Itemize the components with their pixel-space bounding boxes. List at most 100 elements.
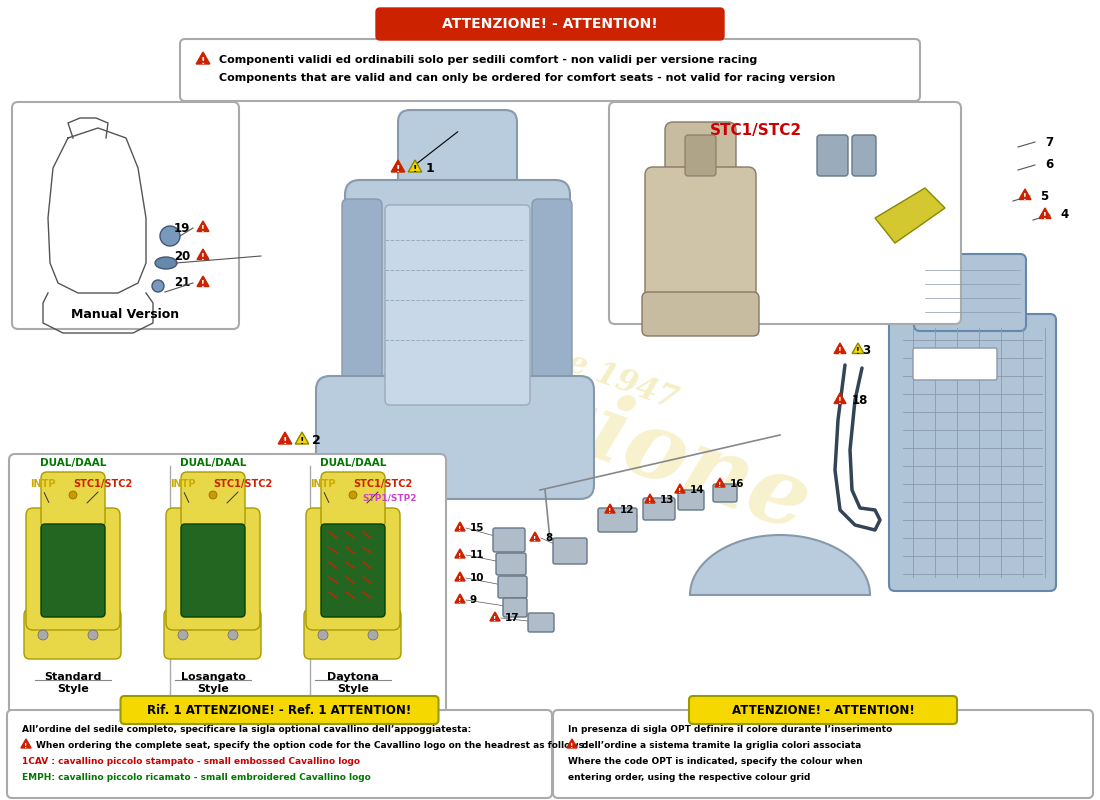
Text: STC1/STC2: STC1/STC2 [710, 122, 802, 138]
Text: When ordering the complete seat, specify the option code for the Cavallino logo : When ordering the complete seat, specify… [36, 741, 587, 750]
Polygon shape [1040, 208, 1050, 218]
FancyBboxPatch shape [642, 292, 759, 336]
Polygon shape [874, 188, 945, 243]
Text: Losangato
Style: Losangato Style [180, 672, 245, 694]
FancyBboxPatch shape [528, 613, 554, 632]
Polygon shape [715, 478, 725, 487]
FancyBboxPatch shape [12, 102, 239, 329]
Text: 21: 21 [174, 277, 190, 290]
Polygon shape [197, 276, 209, 286]
Text: !: ! [534, 536, 537, 542]
Text: 17: 17 [505, 613, 519, 623]
Text: !: ! [856, 346, 860, 355]
FancyBboxPatch shape [9, 454, 446, 714]
Circle shape [368, 630, 378, 640]
FancyBboxPatch shape [180, 39, 920, 101]
Text: !: ! [571, 743, 573, 749]
Text: 10: 10 [470, 573, 484, 583]
Polygon shape [566, 739, 578, 748]
Text: 20: 20 [174, 250, 190, 262]
FancyBboxPatch shape [24, 609, 121, 659]
Text: 1CAV : cavallino piccolo stampato - small embossed Cavallino logo: 1CAV : cavallino piccolo stampato - smal… [22, 757, 360, 766]
FancyBboxPatch shape [376, 8, 724, 40]
Text: 19: 19 [174, 222, 190, 234]
Text: Componenti validi ed ordinabili solo per sedili comfort - non validi per version: Componenti validi ed ordinabili solo per… [219, 55, 757, 65]
Text: !: ! [718, 482, 722, 488]
Text: ATTENZIONE! - ATTENTION!: ATTENZIONE! - ATTENTION! [732, 703, 914, 717]
Text: !: ! [459, 598, 462, 604]
Text: 6: 6 [1045, 158, 1054, 171]
Text: !: ! [838, 346, 842, 355]
Circle shape [160, 226, 180, 246]
Text: !: ! [300, 437, 305, 446]
Polygon shape [455, 522, 465, 531]
Circle shape [39, 630, 48, 640]
FancyBboxPatch shape [914, 254, 1026, 331]
Text: INTP: INTP [170, 479, 196, 489]
Circle shape [88, 630, 98, 640]
FancyBboxPatch shape [889, 314, 1056, 591]
Text: Where the code OPT is indicated, specify the colour when: Where the code OPT is indicated, specify… [568, 757, 862, 766]
Text: Daytona
Style: Daytona Style [327, 672, 378, 694]
FancyBboxPatch shape [713, 484, 737, 502]
Circle shape [349, 491, 358, 499]
Polygon shape [197, 249, 209, 259]
Polygon shape [392, 160, 405, 172]
Text: STC1/STC2: STC1/STC2 [353, 479, 412, 489]
Text: !: ! [201, 279, 205, 289]
Text: INTP: INTP [310, 479, 336, 489]
Text: since 1947: since 1947 [498, 324, 682, 416]
Text: DUAL/DAAL: DUAL/DAAL [179, 458, 246, 468]
FancyBboxPatch shape [166, 508, 260, 630]
FancyBboxPatch shape [598, 508, 637, 532]
Text: 3: 3 [862, 343, 870, 357]
FancyBboxPatch shape [644, 498, 675, 520]
Polygon shape [852, 343, 864, 354]
Text: ATTENZIONE! - ATTENTION!: ATTENZIONE! - ATTENTION! [442, 17, 658, 31]
Text: STC1/STC2: STC1/STC2 [213, 479, 273, 489]
Text: 11: 11 [470, 550, 484, 560]
Text: entering order, using the respective colour grid: entering order, using the respective col… [568, 773, 811, 782]
Text: !: ! [459, 526, 462, 532]
FancyBboxPatch shape [503, 598, 527, 617]
Text: dell’ordine a sistema tramite la griglia colori associata: dell’ordine a sistema tramite la griglia… [582, 741, 861, 750]
Polygon shape [408, 160, 421, 172]
FancyBboxPatch shape [398, 110, 517, 219]
Text: 4: 4 [1060, 209, 1068, 222]
Text: 2: 2 [312, 434, 321, 446]
Circle shape [318, 630, 328, 640]
FancyBboxPatch shape [345, 180, 570, 430]
Text: EMPH: cavallino piccolo ricamato - small embroidered Cavallino logo: EMPH: cavallino piccolo ricamato - small… [22, 773, 371, 782]
Polygon shape [645, 494, 656, 503]
Circle shape [69, 491, 77, 499]
FancyBboxPatch shape [164, 609, 261, 659]
FancyBboxPatch shape [41, 524, 104, 617]
Text: Rif. 1 ATTENZIONE! - Ref. 1 ATTENTION!: Rif. 1 ATTENZIONE! - Ref. 1 ATTENTION! [147, 703, 411, 717]
Text: !: ! [396, 165, 400, 174]
Text: 1: 1 [426, 162, 434, 174]
Text: Standard
Style: Standard Style [44, 672, 101, 694]
FancyBboxPatch shape [852, 135, 876, 176]
Text: !: ! [283, 437, 287, 446]
Text: 5: 5 [1040, 190, 1048, 202]
Text: Manual Version: Manual Version [72, 309, 179, 322]
Circle shape [178, 630, 188, 640]
Text: 12: 12 [620, 505, 635, 515]
FancyBboxPatch shape [817, 135, 848, 176]
Text: !: ! [494, 616, 496, 622]
Polygon shape [690, 535, 870, 595]
Text: 8: 8 [544, 533, 552, 543]
Text: STC1/STC2: STC1/STC2 [74, 479, 133, 489]
FancyBboxPatch shape [342, 199, 382, 391]
Polygon shape [1019, 189, 1031, 199]
Text: !: ! [459, 553, 462, 559]
Text: 7: 7 [1045, 135, 1053, 149]
Polygon shape [455, 549, 465, 558]
Text: !: ! [1043, 211, 1047, 221]
FancyBboxPatch shape [26, 508, 120, 630]
Polygon shape [675, 484, 685, 493]
Polygon shape [295, 432, 309, 444]
Text: !: ! [201, 253, 205, 262]
Polygon shape [834, 343, 846, 354]
FancyBboxPatch shape [321, 472, 385, 528]
